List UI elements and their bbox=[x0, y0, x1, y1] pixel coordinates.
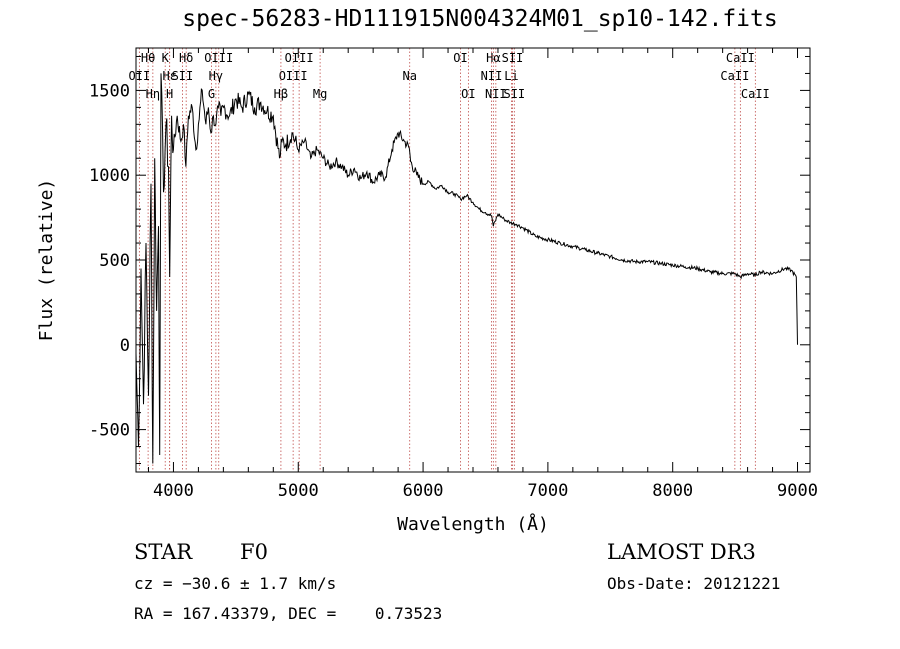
line-marker-label: Hβ bbox=[274, 87, 288, 101]
line-marker-label: CaII bbox=[726, 51, 755, 65]
line-marker-label: OII bbox=[129, 69, 151, 83]
y-tick-label: 1500 bbox=[89, 81, 130, 101]
y-tick-label: -500 bbox=[89, 421, 130, 441]
x-tick-label: 8000 bbox=[652, 481, 693, 501]
survey-name: LAMOST DR3 bbox=[607, 540, 756, 564]
line-marker-label: SII bbox=[503, 87, 525, 101]
series bbox=[135, 73, 798, 464]
x-tick-label: 9000 bbox=[777, 481, 818, 501]
spectral-subclass: F0 bbox=[240, 540, 268, 564]
line-marker-label: OI bbox=[461, 87, 475, 101]
line-marker-label: OIII bbox=[204, 51, 233, 65]
spectrum-line bbox=[135, 73, 798, 464]
x-tick-label: 6000 bbox=[403, 481, 444, 501]
y-axis-label: Flux (relative) bbox=[36, 179, 57, 342]
y-tick-label: 1000 bbox=[89, 166, 130, 186]
plot-frame bbox=[135, 47, 811, 473]
line-marker-label: NII bbox=[485, 87, 507, 101]
ra-dec: RA = 167.43379, DEC = 0.73523 bbox=[134, 604, 443, 623]
line-marker-label: CaII bbox=[720, 69, 749, 83]
line-marker-label: Li bbox=[504, 69, 518, 83]
line-marker-label: H bbox=[166, 87, 173, 101]
line-marker-label: SII bbox=[172, 69, 194, 83]
axis-labels: 4000 5000 6000 7000 8000 9000 -500 0 500 1000 1500… bbox=[36, 81, 818, 535]
x-tick-label: 7000 bbox=[527, 481, 568, 501]
line-marker-label: Hδ bbox=[179, 51, 193, 65]
chart-title: spec-56283-HD111915N004324M01_sp10-142.f… bbox=[182, 6, 778, 32]
x-tick-label: 4000 bbox=[153, 481, 194, 501]
x-axis-label: Wavelength (Å) bbox=[397, 513, 549, 535]
line-marker-label: OIII bbox=[285, 51, 314, 65]
x-tick-label: 5000 bbox=[278, 481, 319, 501]
line-marker-label: Hη bbox=[146, 87, 160, 101]
line-marker-label: OI bbox=[453, 51, 467, 65]
line-marker-label: Na bbox=[402, 69, 416, 83]
line-marker-label: Hθ bbox=[141, 51, 155, 65]
redshift-cz: cz = −30.6 ± 1.7 km/s bbox=[134, 574, 337, 593]
line-marker-label: G bbox=[208, 87, 215, 101]
line-marker-label: Mg bbox=[313, 87, 327, 101]
line-marker-label: OIII bbox=[279, 69, 308, 83]
line-marker-label: K bbox=[162, 51, 170, 65]
y-tick-label: 500 bbox=[99, 251, 130, 271]
obs-date: Obs-Date: 20121221 bbox=[607, 574, 781, 593]
line-marker-label: NII bbox=[481, 69, 503, 83]
line-marker-label: CaII bbox=[741, 87, 770, 101]
line-marker-label: Hα bbox=[486, 51, 500, 65]
spectral-class: STAR bbox=[134, 540, 193, 564]
y-tick-label: 0 bbox=[120, 336, 130, 356]
line-marker-label: Hγ bbox=[209, 69, 223, 83]
line-marker-label: SII bbox=[502, 51, 524, 65]
axes bbox=[135, 47, 811, 473]
